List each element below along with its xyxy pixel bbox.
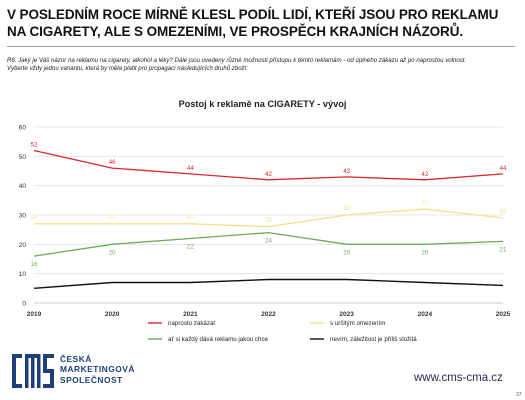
data-label: 20	[421, 249, 428, 256]
y-tick-label: 0	[22, 301, 26, 308]
x-tick-label: 2022	[261, 311, 276, 318]
logo-bar-s-bottom	[43, 384, 54, 388]
question-line-2: Vyberte vždy jednu variantu, která by mě…	[7, 65, 249, 73]
x-tick-label: 2021	[183, 311, 198, 318]
data-labels: 52 46 44 42 43 42 44 27 27 27 26 30 32 29 16 20 22 24 20 20…	[31, 141, 507, 268]
legend-entry: ať si každý dává reklamu jakou chce	[168, 336, 269, 343]
data-label: 43	[343, 168, 350, 175]
logo-bar-m-top	[25, 354, 40, 358]
logo-bar-m-1	[25, 354, 29, 388]
chart-title: Postoj k reklamě na CIGARETY - vývoj	[178, 99, 347, 109]
data-label: 32	[421, 199, 428, 206]
data-label: 46	[109, 159, 116, 166]
data-label: 42	[265, 171, 272, 178]
org-name-line-1: ČESKÁ	[60, 354, 92, 364]
data-label: 22	[187, 243, 194, 250]
legend-entry: s určitým omezením	[330, 320, 385, 327]
chart-grid	[34, 126, 503, 304]
headline: V posledním roce mírně klesl podíl lidí,…	[7, 7, 499, 39]
top-divider	[7, 46, 515, 47]
y-tick-label: 40	[19, 183, 27, 190]
data-label: 42	[421, 171, 428, 178]
series-line-3	[33, 278, 504, 289]
data-label: 26	[265, 217, 272, 224]
question-line-1: R6. Jaký je Váš názor na reklamu na ciga…	[7, 57, 467, 64]
logo-bar-c-left	[12, 354, 16, 388]
data-label: 44	[500, 165, 507, 172]
chart-legend: naprosto zakázat s určitým omezením ať si …	[148, 320, 417, 343]
x-tick-label: 2025	[496, 311, 511, 318]
logo-bar-c-top	[12, 354, 22, 358]
logo-bar-s-left	[43, 354, 47, 372]
data-label: 21	[500, 246, 507, 253]
logo-bar-s-right	[50, 369, 54, 388]
logo-bar-c-bottom	[12, 384, 22, 388]
data-label: 27	[187, 214, 194, 221]
data-label: 16	[31, 261, 38, 268]
data-label: 29	[500, 208, 507, 215]
data-label: 30	[343, 205, 350, 212]
logo-bar-s-top	[43, 354, 54, 358]
x-axis-ticks: 2019 2020 2021 2022 2023 2024 2025	[27, 311, 511, 318]
series-line-1	[34, 208, 504, 228]
data-label: 44	[187, 165, 194, 172]
y-tick-label: 60	[19, 125, 27, 132]
data-label: 20	[109, 249, 116, 256]
series-lines	[33, 149, 504, 289]
legend-entry: nevím, záležitost je příliš složitá	[330, 336, 417, 343]
legend-entry: naprosto zakázat	[168, 320, 215, 327]
website-link[interactable]: www.cms-cma.cz	[414, 372, 503, 384]
y-tick-label: 10	[19, 271, 27, 278]
survey-question: R6. Jaký je Váš názor na reklamu na ciga…	[7, 57, 519, 74]
x-tick-label: 2023	[339, 311, 354, 318]
logo-bar-m-3	[37, 354, 41, 388]
x-tick-label: 2024	[418, 311, 433, 318]
y-tick-label: 20	[19, 242, 27, 249]
org-name-line-3: SPOLEČNOST	[60, 374, 123, 385]
logo-bar-s-mid	[43, 369, 54, 373]
page-number: 37	[516, 392, 522, 398]
series-line-0	[33, 149, 504, 181]
data-label: 24	[265, 238, 272, 245]
organization-name: ČESKÁ MARKETINGOVÁ SPOLEČNOST	[60, 354, 135, 385]
x-tick-label: 2020	[105, 311, 120, 318]
y-axis-ticks: 0 10 20 30 40 50 60	[19, 125, 27, 308]
data-label: 27	[31, 214, 38, 221]
y-tick-label: 50	[19, 154, 27, 161]
data-label: 20	[343, 249, 350, 256]
data-label: 27	[109, 214, 116, 221]
x-tick-label: 2019	[27, 311, 42, 318]
series-line-2	[33, 231, 504, 257]
data-label: 52	[31, 141, 38, 148]
y-tick-label: 30	[19, 213, 27, 220]
logo-bar-m-2	[31, 354, 35, 388]
org-name-line-2: MARKETINGOVÁ	[60, 364, 135, 375]
cms-logo	[12, 354, 54, 388]
